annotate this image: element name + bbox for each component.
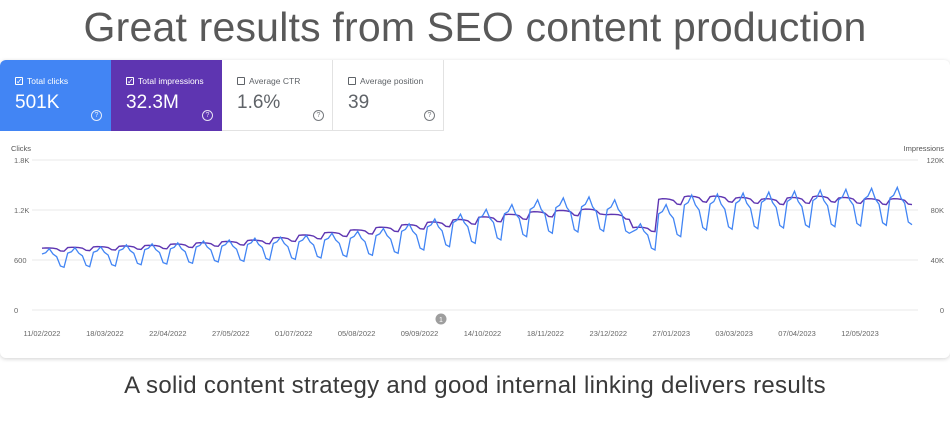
metric-card-average-position[interactable]: Average position 39 ? [333,60,444,131]
annotation-number: 1 [439,317,443,324]
series-lines [41,185,913,269]
checkbox-unchecked-icon[interactable] [348,77,356,85]
help-icon[interactable]: ? [424,110,435,121]
metric-value: 1.6% [237,92,281,113]
checkbox-unchecked-icon[interactable] [237,77,245,85]
x-tick-label: 03/03/2023 [715,329,753,338]
annotation-marker[interactable]: 1 [435,313,447,325]
x-tick-label: 05/08/2022 [338,329,376,338]
y-right-tick-label: 40K [931,256,944,265]
metric-value: 39 [348,92,370,113]
x-tick-label: 18/03/2022 [86,329,124,338]
y-left-tick-label: 0 [14,306,18,315]
y-right-tick-label: 0 [940,306,944,315]
performance-chart: Clicks Impressions 1.8K 120K 1.2K 80K 600 40K… [11,144,945,338]
metric-label: Total impressions [138,76,204,86]
search-console-performance-panel: ✓ Total clicks 501K ? ✓ Total impression… [0,60,950,358]
x-tick-label: 23/12/2022 [590,329,628,338]
help-icon[interactable]: ? [313,110,324,121]
x-tick-label: 27/01/2023 [652,329,690,338]
impressions-line [41,195,913,252]
checkbox-checked-icon[interactable]: ✓ [126,77,134,86]
clicks-line [41,185,913,269]
x-tick-label: 12/05/2023 [841,329,879,338]
gridlines [32,159,918,311]
metric-value: 32.3M [126,92,179,113]
metric-card-total-clicks[interactable]: ✓ Total clicks 501K ? [0,60,111,131]
y-left-tick-label: 600 [14,256,27,265]
x-tick-label: 11/02/2022 [24,329,61,338]
metric-value: 501K [15,92,60,113]
y-right-tick-label: 80K [931,206,944,215]
x-tick-label: 07/04/2023 [778,329,816,338]
x-tick-label: 27/05/2022 [212,329,250,338]
x-tick-label: 18/11/2022 [527,329,564,338]
metric-label: Average position [360,76,424,86]
x-tick-label: 22/04/2022 [149,329,187,338]
x-tick-label: 09/09/2022 [401,329,439,338]
x-tick-label: 01/07/2022 [275,329,313,338]
checkbox-checked-icon[interactable]: ✓ [15,77,23,86]
y-tick-labels: 1.8K 120K 1.2K 80K 600 40K 0 0 [14,156,944,315]
y-right-tick-label: 120K [926,156,944,165]
help-icon[interactable]: ? [202,110,213,121]
y-left-tick-label: 1.2K [14,206,29,215]
metric-card-total-impressions[interactable]: ✓ Total impressions 32.3M ? [111,60,222,131]
metric-cards: ✓ Total clicks 501K ? ✓ Total impression… [0,60,444,131]
caption: A solid content strategy and good intern… [124,372,826,399]
annotation-dot[interactable] [435,313,447,325]
headline: Great results from SEO content productio… [83,4,867,50]
metric-label: Total clicks [27,76,69,86]
y-right-axis-label: Impressions [904,144,945,153]
y-left-axis-label: Clicks [11,144,31,153]
metric-label: Average CTR [249,76,301,86]
help-icon[interactable]: ? [91,110,102,121]
metric-card-average-ctr[interactable]: Average CTR 1.6% ? [222,60,333,131]
x-tick-label: 14/10/2022 [464,329,502,338]
y-left-tick-label: 1.8K [14,156,29,165]
x-tick-labels: 11/02/2022 18/03/2022 22/04/2022 27/05/2022… [24,329,879,338]
